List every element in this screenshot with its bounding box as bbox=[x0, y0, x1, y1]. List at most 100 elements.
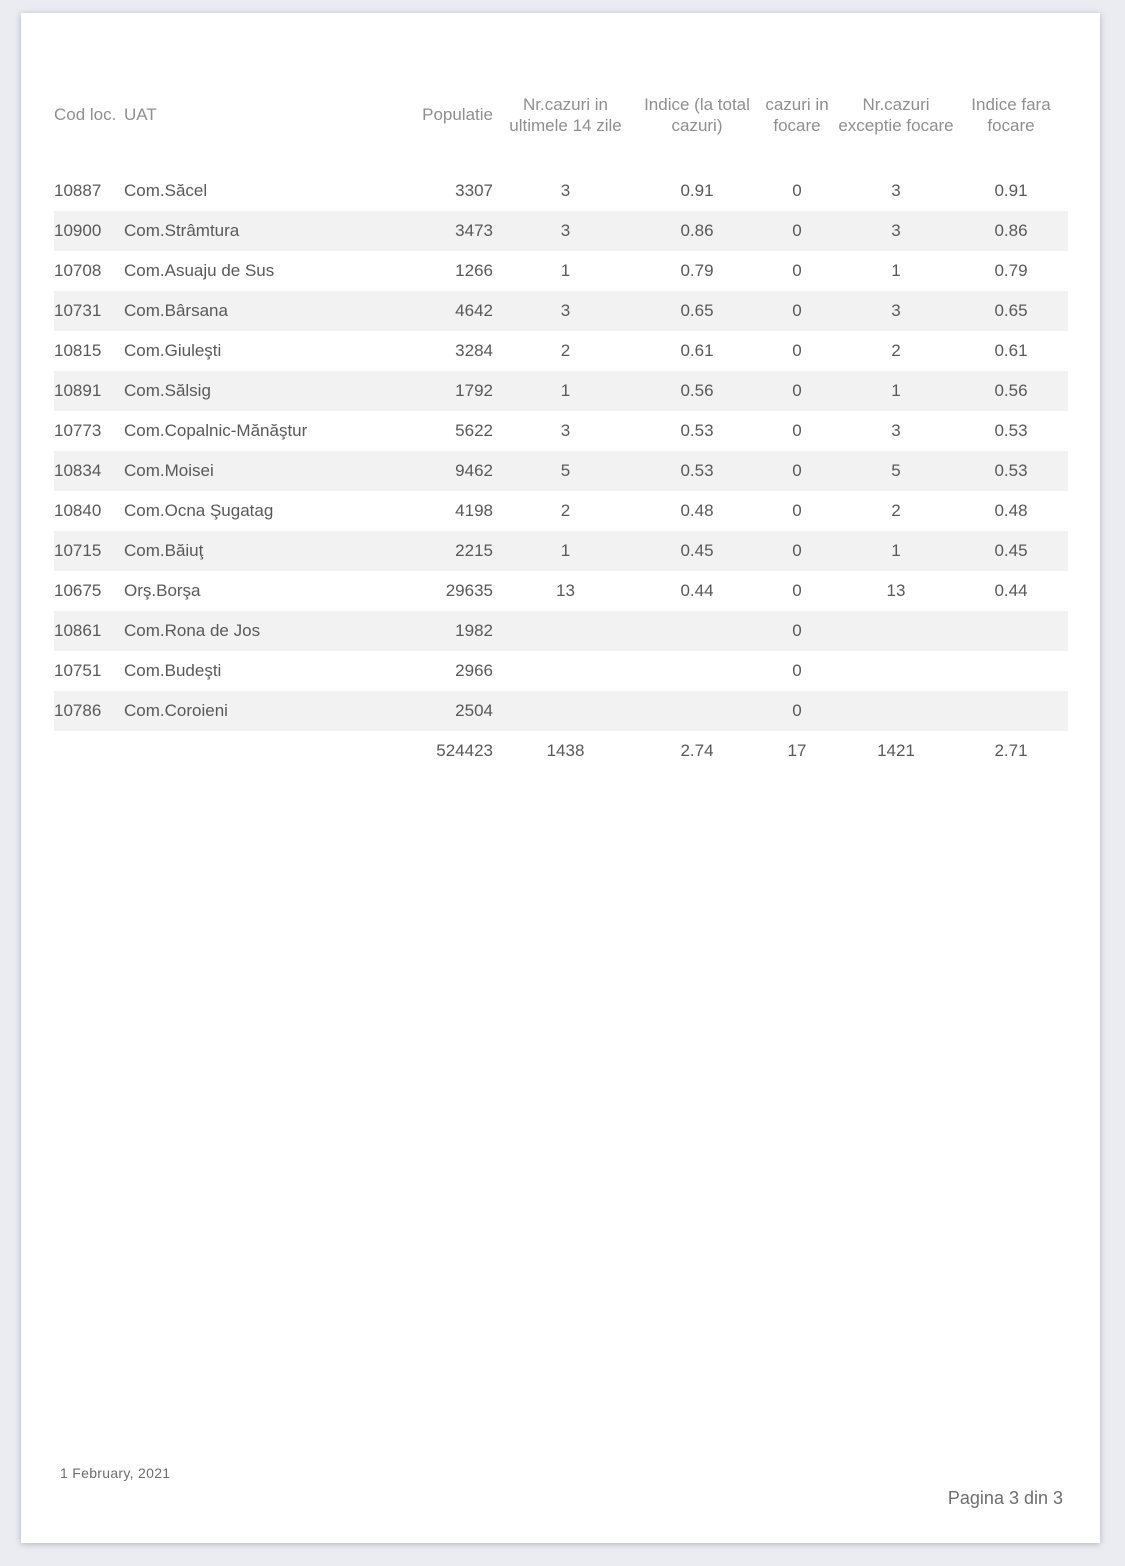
cell-nr-cazuri-ultimele-14-zile: 1 bbox=[560, 541, 571, 560]
table-body: 10887 Com.Săcel 3307 3 0.91 0 3 0.91 10900 Com.St… bbox=[54, 171, 1068, 731]
cell-indice-la-total-cazuri: 0.45 bbox=[680, 541, 714, 560]
cell-indice-la-total-cazuri: 0.65 bbox=[680, 301, 714, 320]
cell-uat: Com.Bârsana bbox=[124, 301, 228, 320]
cell-nr-cazuri-ultimele-14-zile: 2 bbox=[560, 501, 571, 520]
cell-cazuri-in-focare: 0 bbox=[792, 381, 802, 400]
cell-nr-cazuri-exceptie-focare: 2 bbox=[891, 341, 901, 360]
table-row: 10900 Com.Strâmtura 3473 3 0.86 0 3 0.86 bbox=[54, 211, 1068, 251]
cell-cod-loc: 10675 bbox=[54, 581, 102, 600]
cell-populatie: 2504 bbox=[455, 701, 493, 720]
cell-populatie: 4198 bbox=[455, 501, 493, 520]
cell-indice-fara-focare: 0.44 bbox=[994, 581, 1028, 600]
cell-uat: Orş.Borşa bbox=[124, 581, 201, 600]
cell-nr-cazuri-ultimele-14-zile: 5 bbox=[560, 461, 571, 480]
col-header-nr-cazuri-14-zile: Nr.cazuri in ultimele 14 zile bbox=[509, 94, 622, 135]
table-row: 10773 Com.Copalnic-Mănăştur 5622 3 0.53 0 3 0.5… bbox=[54, 411, 1068, 451]
cell-cod-loc: 10751 bbox=[54, 661, 102, 680]
total-nr-cazuri-exceptie: 1421 bbox=[838, 731, 954, 771]
cell-indice-la-total-cazuri: 0.79 bbox=[680, 261, 714, 280]
cell-indice-la-total-cazuri: 0.86 bbox=[680, 221, 714, 240]
col-header-indice-fara-focare: Indice fara focare bbox=[971, 94, 1051, 135]
document-page: Cod loc. UAT Populatie Nr.cazuri in ulti… bbox=[21, 13, 1100, 1543]
cell-indice-fara-focare: 0.45 bbox=[994, 541, 1028, 560]
cell-nr-cazuri-ultimele-14-zile: 13 bbox=[556, 581, 575, 600]
cell-populatie: 2215 bbox=[455, 541, 493, 560]
cell-cazuri-in-focare: 0 bbox=[792, 421, 802, 440]
cell-populatie: 5622 bbox=[455, 421, 493, 440]
cell-indice-fara-focare: 0.61 bbox=[994, 341, 1028, 360]
cell-populatie: 1792 bbox=[455, 381, 493, 400]
col-header-uat: UAT bbox=[124, 105, 157, 124]
header-row: Cod loc. UAT Populatie Nr.cazuri in ulti… bbox=[54, 68, 1068, 171]
cell-indice-fara-focare bbox=[954, 611, 1068, 651]
cell-indice-la-total-cazuri bbox=[638, 691, 756, 731]
cell-nr-cazuri-ultimele-14-zile: 3 bbox=[560, 221, 571, 240]
cell-nr-cazuri-exceptie-focare: 1 bbox=[891, 261, 901, 280]
cell-cazuri-in-focare: 0 bbox=[792, 501, 802, 520]
col-header-nr-cazuri-exceptie: Nr.cazuri exceptie focare bbox=[838, 94, 954, 135]
cell-uat: Com.Moisei bbox=[124, 461, 214, 480]
col-header-indice-total: Indice (la total cazuri) bbox=[644, 94, 750, 135]
cell-populatie: 1266 bbox=[455, 261, 493, 280]
cell-indice-la-total-cazuri: 0.56 bbox=[680, 381, 714, 400]
cell-populatie: 29635 bbox=[445, 581, 493, 600]
cell-uat: Com.Băiuţ bbox=[124, 541, 204, 560]
cell-nr-cazuri-exceptie-focare: 3 bbox=[891, 181, 901, 200]
cell-cazuri-in-focare: 0 bbox=[792, 661, 802, 680]
total-cazuri-in-focare: 17 bbox=[756, 731, 838, 771]
cell-nr-cazuri-exceptie-focare bbox=[838, 611, 954, 651]
cell-nr-cazuri-exceptie-focare: 3 bbox=[891, 421, 901, 440]
cell-uat: Com.Giuleşti bbox=[124, 341, 222, 360]
cell-uat: Com.Coroieni bbox=[124, 701, 228, 720]
total-indice-total: 2.74 bbox=[638, 731, 756, 771]
cell-nr-cazuri-exceptie-focare: 2 bbox=[891, 501, 901, 520]
cell-nr-cazuri-exceptie-focare bbox=[838, 691, 954, 731]
table-row: 10891 Com.Sălsig 1792 1 0.56 0 1 0.56 bbox=[54, 371, 1068, 411]
cell-cazuri-in-focare: 0 bbox=[792, 181, 802, 200]
cell-indice-la-total-cazuri bbox=[638, 611, 756, 651]
cell-indice-la-total-cazuri: 0.91 bbox=[680, 181, 714, 200]
cell-cazuri-in-focare: 0 bbox=[792, 621, 802, 640]
cell-indice-fara-focare: 0.48 bbox=[994, 501, 1028, 520]
cell-cazuri-in-focare: 0 bbox=[792, 701, 802, 720]
table-row: 10834 Com.Moisei 9462 5 0.53 0 5 0.53 bbox=[54, 451, 1068, 491]
table-row: 10715 Com.Băiuţ 2215 1 0.45 0 1 0.45 bbox=[54, 531, 1068, 571]
cell-nr-cazuri-ultimele-14-zile: 1 bbox=[560, 381, 571, 400]
cell-cazuri-in-focare: 0 bbox=[792, 341, 802, 360]
cell-nr-cazuri-exceptie-focare: 1 bbox=[891, 381, 901, 400]
cell-cod-loc: 10731 bbox=[54, 301, 102, 320]
col-header-cod-loc: Cod loc. bbox=[54, 105, 117, 124]
cell-indice-la-total-cazuri: 0.61 bbox=[680, 341, 714, 360]
cell-nr-cazuri-ultimele-14-zile bbox=[493, 651, 638, 691]
cell-indice-la-total-cazuri bbox=[638, 651, 756, 691]
cell-nr-cazuri-exceptie-focare bbox=[838, 651, 954, 691]
cell-populatie: 3284 bbox=[455, 341, 493, 360]
cell-indice-fara-focare bbox=[954, 651, 1068, 691]
cell-cod-loc: 10891 bbox=[54, 381, 102, 400]
cell-indice-fara-focare bbox=[954, 691, 1068, 731]
cell-uat: Com.Copalnic-Mănăştur bbox=[124, 421, 308, 440]
cell-nr-cazuri-exceptie-focare: 13 bbox=[886, 581, 906, 600]
cell-nr-cazuri-ultimele-14-zile: 1 bbox=[560, 261, 571, 280]
cell-nr-cazuri-ultimele-14-zile: 3 bbox=[560, 421, 571, 440]
col-header-cazuri-in-focare: cazuri in focare bbox=[765, 94, 829, 135]
table-row: 10786 Com.Coroieni 2504 0 bbox=[54, 691, 1068, 731]
cell-populatie: 3307 bbox=[455, 181, 493, 200]
cell-populatie: 4642 bbox=[455, 301, 493, 320]
cell-indice-fara-focare: 0.56 bbox=[994, 381, 1028, 400]
cell-indice-la-total-cazuri: 0.48 bbox=[680, 501, 714, 520]
cell-nr-cazuri-ultimele-14-zile: 3 bbox=[560, 301, 571, 320]
table-row: 10840 Com.Ocna Şugatag 4198 2 0.48 0 2 0.48 bbox=[54, 491, 1068, 531]
cell-indice-la-total-cazuri: 0.53 bbox=[680, 421, 714, 440]
cell-indice-fara-focare: 0.86 bbox=[994, 221, 1028, 240]
cell-nr-cazuri-exceptie-focare: 3 bbox=[891, 301, 901, 320]
cell-indice-fara-focare: 0.53 bbox=[994, 421, 1028, 440]
cell-cod-loc: 10861 bbox=[54, 621, 102, 640]
total-indice-fara-focare: 2.71 bbox=[954, 731, 1068, 771]
cell-uat: Com.Sălsig bbox=[124, 381, 211, 400]
cell-indice-fara-focare: 0.65 bbox=[994, 301, 1028, 320]
cell-cod-loc: 10773 bbox=[54, 421, 102, 440]
cell-nr-cazuri-exceptie-focare: 3 bbox=[891, 221, 901, 240]
cell-nr-cazuri-ultimele-14-zile: 3 bbox=[560, 181, 571, 200]
total-nr-cazuri-14-zile: 1438 bbox=[493, 731, 638, 771]
